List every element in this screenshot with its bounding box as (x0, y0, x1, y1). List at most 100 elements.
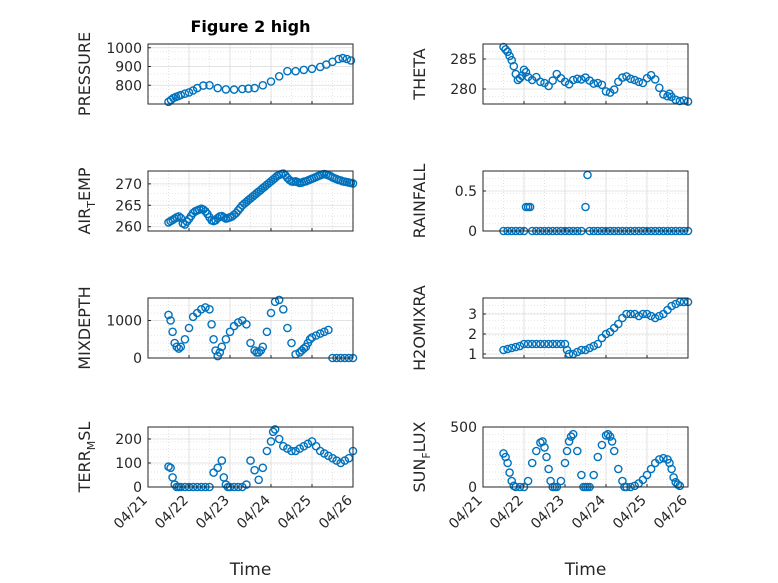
x-tick-label: 04/22 (487, 493, 527, 533)
data-point (254, 475, 264, 485)
data-point (521, 67, 531, 77)
data-point (217, 342, 227, 352)
data-point (593, 78, 603, 88)
data-point (258, 463, 268, 473)
data-point (540, 339, 549, 349)
data-point (174, 212, 184, 221)
axes-box (482, 43, 689, 105)
y-axis-label-rest: LUX (410, 421, 429, 452)
data-point (237, 84, 247, 94)
data-point (568, 75, 578, 85)
data-point (505, 468, 514, 477)
data-point (283, 323, 292, 333)
data-point (646, 464, 656, 474)
data-point (573, 74, 582, 84)
data-series (164, 169, 358, 229)
data-point (585, 343, 594, 353)
data-point (634, 311, 644, 321)
data-point (548, 76, 558, 85)
data-point (511, 342, 521, 352)
data-point (581, 345, 590, 355)
data-point (634, 77, 644, 87)
axes-box (147, 426, 354, 488)
data-point (503, 344, 512, 354)
data-point (266, 437, 276, 446)
data-point (605, 432, 615, 441)
data-point (630, 309, 640, 319)
y-axis-label-main: AIR (75, 208, 94, 235)
y-tick-label: 0.5 (455, 184, 477, 200)
data-point (577, 470, 586, 480)
y-tick-label: 1000 (106, 41, 142, 57)
data-point (552, 339, 562, 349)
data-point (213, 213, 222, 223)
data-point (618, 73, 627, 82)
data-point (324, 325, 333, 335)
data-point (536, 339, 545, 349)
subplot-sun-flux: 0 500 04/21 04/22 04/23 04/24 04/25 04/26 SUNFLU… (410, 420, 691, 580)
y-tick-label: 1 (468, 347, 477, 363)
data-point (315, 329, 325, 338)
data-point (544, 339, 553, 349)
data-point (274, 295, 284, 305)
data-point (346, 56, 356, 65)
axes-box (482, 426, 689, 488)
axes-box (147, 297, 354, 359)
data-point (589, 341, 599, 351)
data-point (626, 309, 635, 319)
data-point (299, 344, 309, 353)
data-point (233, 206, 243, 215)
data-point (334, 54, 343, 64)
data-point (614, 464, 623, 474)
data-point (515, 73, 525, 83)
data-point (233, 318, 243, 327)
data-point (180, 334, 190, 344)
data-point (242, 319, 251, 329)
data-point (505, 51, 514, 61)
data-point (577, 75, 586, 84)
y-tick-label: 800 (115, 78, 142, 94)
data-point (250, 83, 259, 93)
data-point (166, 463, 175, 473)
data-point (205, 304, 214, 314)
data-point (503, 458, 512, 468)
data-point (638, 309, 648, 319)
data-point (519, 339, 529, 349)
data-point (250, 465, 259, 475)
y-tick-label: 100 (115, 456, 142, 472)
data-point (614, 319, 623, 329)
subplot-terr-msl: 0 100 200 04/21 04/22 04/23 04/24 04/25 04/26 TER… (75, 422, 358, 580)
data-point (211, 346, 220, 355)
data-point (503, 47, 512, 57)
y-axis-label: RAINFALL (410, 164, 429, 239)
data-point (266, 308, 276, 318)
x-tick-label: 04/26 (651, 492, 691, 532)
y-tick-label: 0 (468, 224, 477, 240)
subplot-h2omixra: 1 2 3 H2OMIXRA (410, 285, 693, 371)
data-point (544, 464, 553, 474)
y-tick-label: 900 (115, 60, 142, 76)
data-point (182, 217, 192, 226)
data-point (671, 95, 681, 105)
data-point (642, 470, 652, 480)
data-point (532, 339, 541, 349)
data-point (168, 327, 177, 337)
data-point (291, 66, 300, 76)
data-point (184, 323, 194, 333)
y-tick-label: 2 (468, 327, 477, 343)
data-point (307, 333, 317, 342)
data-point (176, 213, 186, 223)
data-point (663, 91, 672, 101)
data-point (527, 458, 537, 468)
data-point (593, 452, 603, 462)
data-point (299, 65, 309, 75)
data-series (164, 295, 358, 363)
y-axis-label-sub: F (420, 452, 433, 458)
y-tick-label: 280 (450, 82, 477, 98)
data-series (499, 42, 693, 106)
data-point (198, 81, 208, 90)
data-point (655, 83, 664, 93)
data-series (499, 297, 693, 359)
data-point (556, 339, 566, 349)
data-point (278, 304, 288, 314)
